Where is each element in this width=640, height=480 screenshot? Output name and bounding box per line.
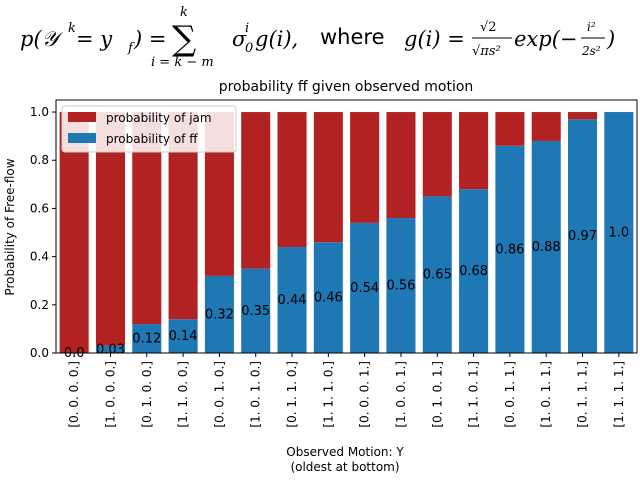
data-label: 0.44 [278, 293, 307, 308]
x-tick-label: [0. 1. 0. 0.] [140, 361, 154, 428]
data-label: 0.97 [568, 229, 597, 244]
y-axis: 0.0 0.2 0.4 0.6 0.8 1.0 [30, 105, 56, 360]
formula-sum-bottom: i = k − m [151, 55, 214, 70]
bar-ff [168, 319, 198, 353]
formula-close-paren: ) = [133, 27, 166, 51]
formula-rhs-left: g(i) = [404, 27, 465, 51]
data-label: 0.32 [205, 307, 234, 322]
data-label: 0.68 [459, 264, 488, 279]
bar-ff [241, 268, 271, 353]
bar-ff [386, 218, 416, 353]
x-axis-label-line2: (oldest at bottom) [290, 460, 399, 474]
data-label: 1.0 [609, 226, 630, 241]
data-labels: 0.0 0.030.12 0.140.32 0.350.44 0.460.54 0.560… [64, 226, 629, 361]
data-label: 0.46 [314, 291, 343, 306]
x-tick-label: [0. 0. 1. 1.] [503, 361, 517, 428]
x-tick-label: [1. 1. 0. 1.] [467, 361, 481, 428]
y-tick-label: 0.0 [30, 346, 49, 360]
x-tick-label: [0. 1. 1. 0.] [285, 361, 299, 428]
x-tick-label: [1. 0. 1. 1.] [539, 361, 553, 428]
legend-swatch-ff [68, 133, 96, 143]
formula-sum-top: k [180, 5, 188, 20]
formula-frac-num: √2 [480, 20, 497, 35]
bar-jam [568, 112, 598, 120]
y-axis-label: Probability of Free-flow [3, 158, 17, 295]
bar-jam [422, 112, 452, 197]
y-tick-label: 1.0 [30, 105, 49, 119]
bar-ff [95, 345, 125, 353]
bar-ff [313, 242, 343, 353]
x-tick-label: [1. 0. 1. 0.] [249, 361, 263, 428]
formula-sigma: σ [232, 27, 247, 51]
formula-sigma-sub: 0 [245, 41, 253, 56]
data-label: 0.12 [132, 332, 161, 347]
plot-frame [55, 99, 638, 354]
x-tick-label: [1. 0. 0. 0.] [103, 361, 117, 428]
formula-exp-num: i² [587, 20, 596, 34]
bar-jam [277, 112, 307, 247]
formula-sigma-sup: i [245, 21, 249, 36]
formula-f-sub: f [127, 41, 135, 56]
y-tick-label: 0.6 [30, 201, 49, 215]
formula-left: p(𝒴 [20, 27, 64, 51]
x-tick-label: [1. 0. 0. 1.] [394, 361, 408, 428]
x-tick-label: [0. 0. 0. 0.] [67, 361, 81, 428]
formula-sum-sign: ∑ [172, 19, 196, 59]
y-tick-label: 0.4 [30, 250, 49, 264]
formula-exp-den: 2s² [581, 44, 601, 58]
x-tick-label: [0. 1. 0. 1.] [430, 361, 444, 428]
formula-exp-part: exp(− [514, 27, 578, 51]
formula-exp-close: ) [606, 27, 615, 51]
data-label: 0.54 [350, 281, 379, 296]
bar-jam [350, 112, 380, 223]
formula-eq-part: = y [76, 27, 113, 51]
formula: p(𝒴 k = y f ) = k ∑ i = k − m σ i 0 g(i)… [20, 5, 615, 70]
bar-ff [277, 246, 307, 353]
bar-jam [531, 112, 561, 141]
bar-ff [459, 189, 489, 353]
x-tick-label: [1. 1. 0. 0.] [176, 361, 190, 428]
data-label: 0.88 [532, 240, 561, 255]
x-axis-label: Observed Motion: Y [286, 445, 404, 459]
data-label: 0.65 [423, 268, 452, 283]
bar-ff [604, 112, 634, 353]
bar-ff [350, 222, 380, 353]
x-tick-label: [1. 1. 1. 0.] [321, 361, 335, 428]
x-tick-label: [0. 1. 1. 1.] [576, 361, 590, 428]
bar-ff [568, 119, 598, 354]
bar-ff [531, 140, 561, 353]
bar-jam [495, 112, 525, 146]
bar-jam [241, 112, 271, 269]
bar-jam [386, 112, 416, 219]
formula-frac-den: √πs² [472, 44, 501, 59]
x-tick-label: [0. 0. 1. 0.] [212, 361, 226, 428]
bar-ff [422, 196, 452, 353]
chart-title: probability ff given observed motion [219, 79, 474, 95]
x-axis: [0. 0. 0. 0.] [1. 0. 0. 0.] [0. 1. 0. 0.] [… [67, 353, 626, 428]
bar-ff [132, 324, 162, 353]
data-label: 0.35 [241, 304, 270, 319]
legend: probability of jam probability of ff [61, 105, 237, 153]
legend-label-ff: probability of ff [106, 132, 198, 146]
legend-label-jam: probability of jam [106, 111, 212, 125]
data-label: 0.86 [495, 242, 524, 257]
bar-ff [204, 275, 234, 353]
legend-swatch-jam [68, 112, 96, 122]
formula-k-sup: k [68, 21, 76, 36]
x-tick-label: [0. 0. 0. 1.] [358, 361, 372, 428]
data-label: 0.03 [96, 342, 125, 357]
formula-where: where [320, 25, 385, 49]
bar-jam [459, 112, 489, 190]
bar-jam [313, 112, 343, 243]
data-label: 0.14 [169, 329, 198, 344]
x-tick-label: [1. 1. 1. 1.] [612, 361, 626, 428]
formula-g-part: g(i), [255, 27, 298, 51]
bar-ff [495, 145, 525, 353]
data-label: 0.56 [386, 279, 415, 294]
legend-box [61, 105, 237, 153]
y-tick-label: 0.2 [30, 298, 49, 312]
y-tick-label: 0.8 [30, 153, 49, 167]
